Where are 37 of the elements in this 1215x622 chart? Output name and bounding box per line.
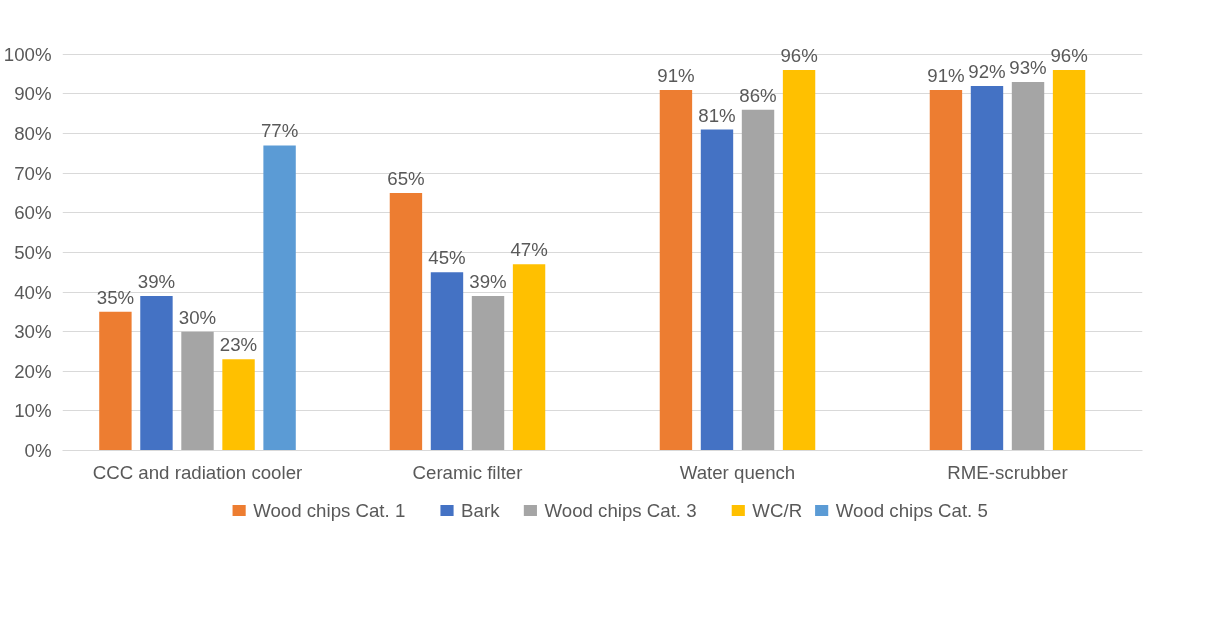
- legend-label: Wood chips Cat. 1: [253, 500, 406, 521]
- legend-label: Wood chips Cat. 3: [544, 500, 697, 521]
- data-label: 81%: [698, 104, 736, 126]
- data-label: 23%: [219, 334, 258, 356]
- y-tick-label: 60%: [14, 202, 52, 224]
- y-tick-label: 40%: [14, 281, 52, 303]
- x-tick-label: RME-scrubber: [947, 461, 1068, 483]
- y-tick-label: 90%: [14, 83, 52, 105]
- data-label: 45%: [428, 247, 466, 269]
- data-label: 93%: [1009, 57, 1047, 79]
- y-tick-label: 10%: [14, 400, 52, 422]
- y-tick-label: 0%: [24, 440, 52, 461]
- data-label: 65%: [387, 167, 425, 189]
- data-label: 39%: [469, 270, 507, 292]
- y-tick-label: 20%: [14, 360, 52, 382]
- data-label: 77%: [260, 120, 299, 142]
- data-label: 39%: [137, 270, 176, 292]
- y-tick-label: 50%: [14, 241, 52, 263]
- data-label: 35%: [96, 286, 135, 308]
- x-tick-label: CCC and radiation cooler: [92, 461, 303, 483]
- legend-label: Wood chips Cat. 5: [835, 500, 988, 521]
- data-label: 96%: [780, 45, 818, 67]
- y-tick-label: 80%: [14, 123, 52, 145]
- data-label: 91%: [927, 64, 965, 86]
- data-label: 86%: [739, 84, 777, 106]
- y-tick-label: 30%: [14, 321, 52, 343]
- data-label: 92%: [968, 60, 1006, 82]
- legend-label: Bark: [461, 500, 501, 521]
- x-tick-label: Ceramic filter: [412, 461, 523, 483]
- data-label: 91%: [657, 64, 695, 86]
- data-label: 30%: [178, 306, 217, 328]
- data-label: 96%: [1050, 45, 1088, 67]
- y-tick-label: 70%: [14, 162, 52, 184]
- legend-label: WC/R: [752, 500, 803, 521]
- data-label: 47%: [510, 239, 548, 261]
- y-tick-label: 100%: [3, 43, 52, 65]
- x-tick-label: Water quench: [679, 461, 796, 483]
